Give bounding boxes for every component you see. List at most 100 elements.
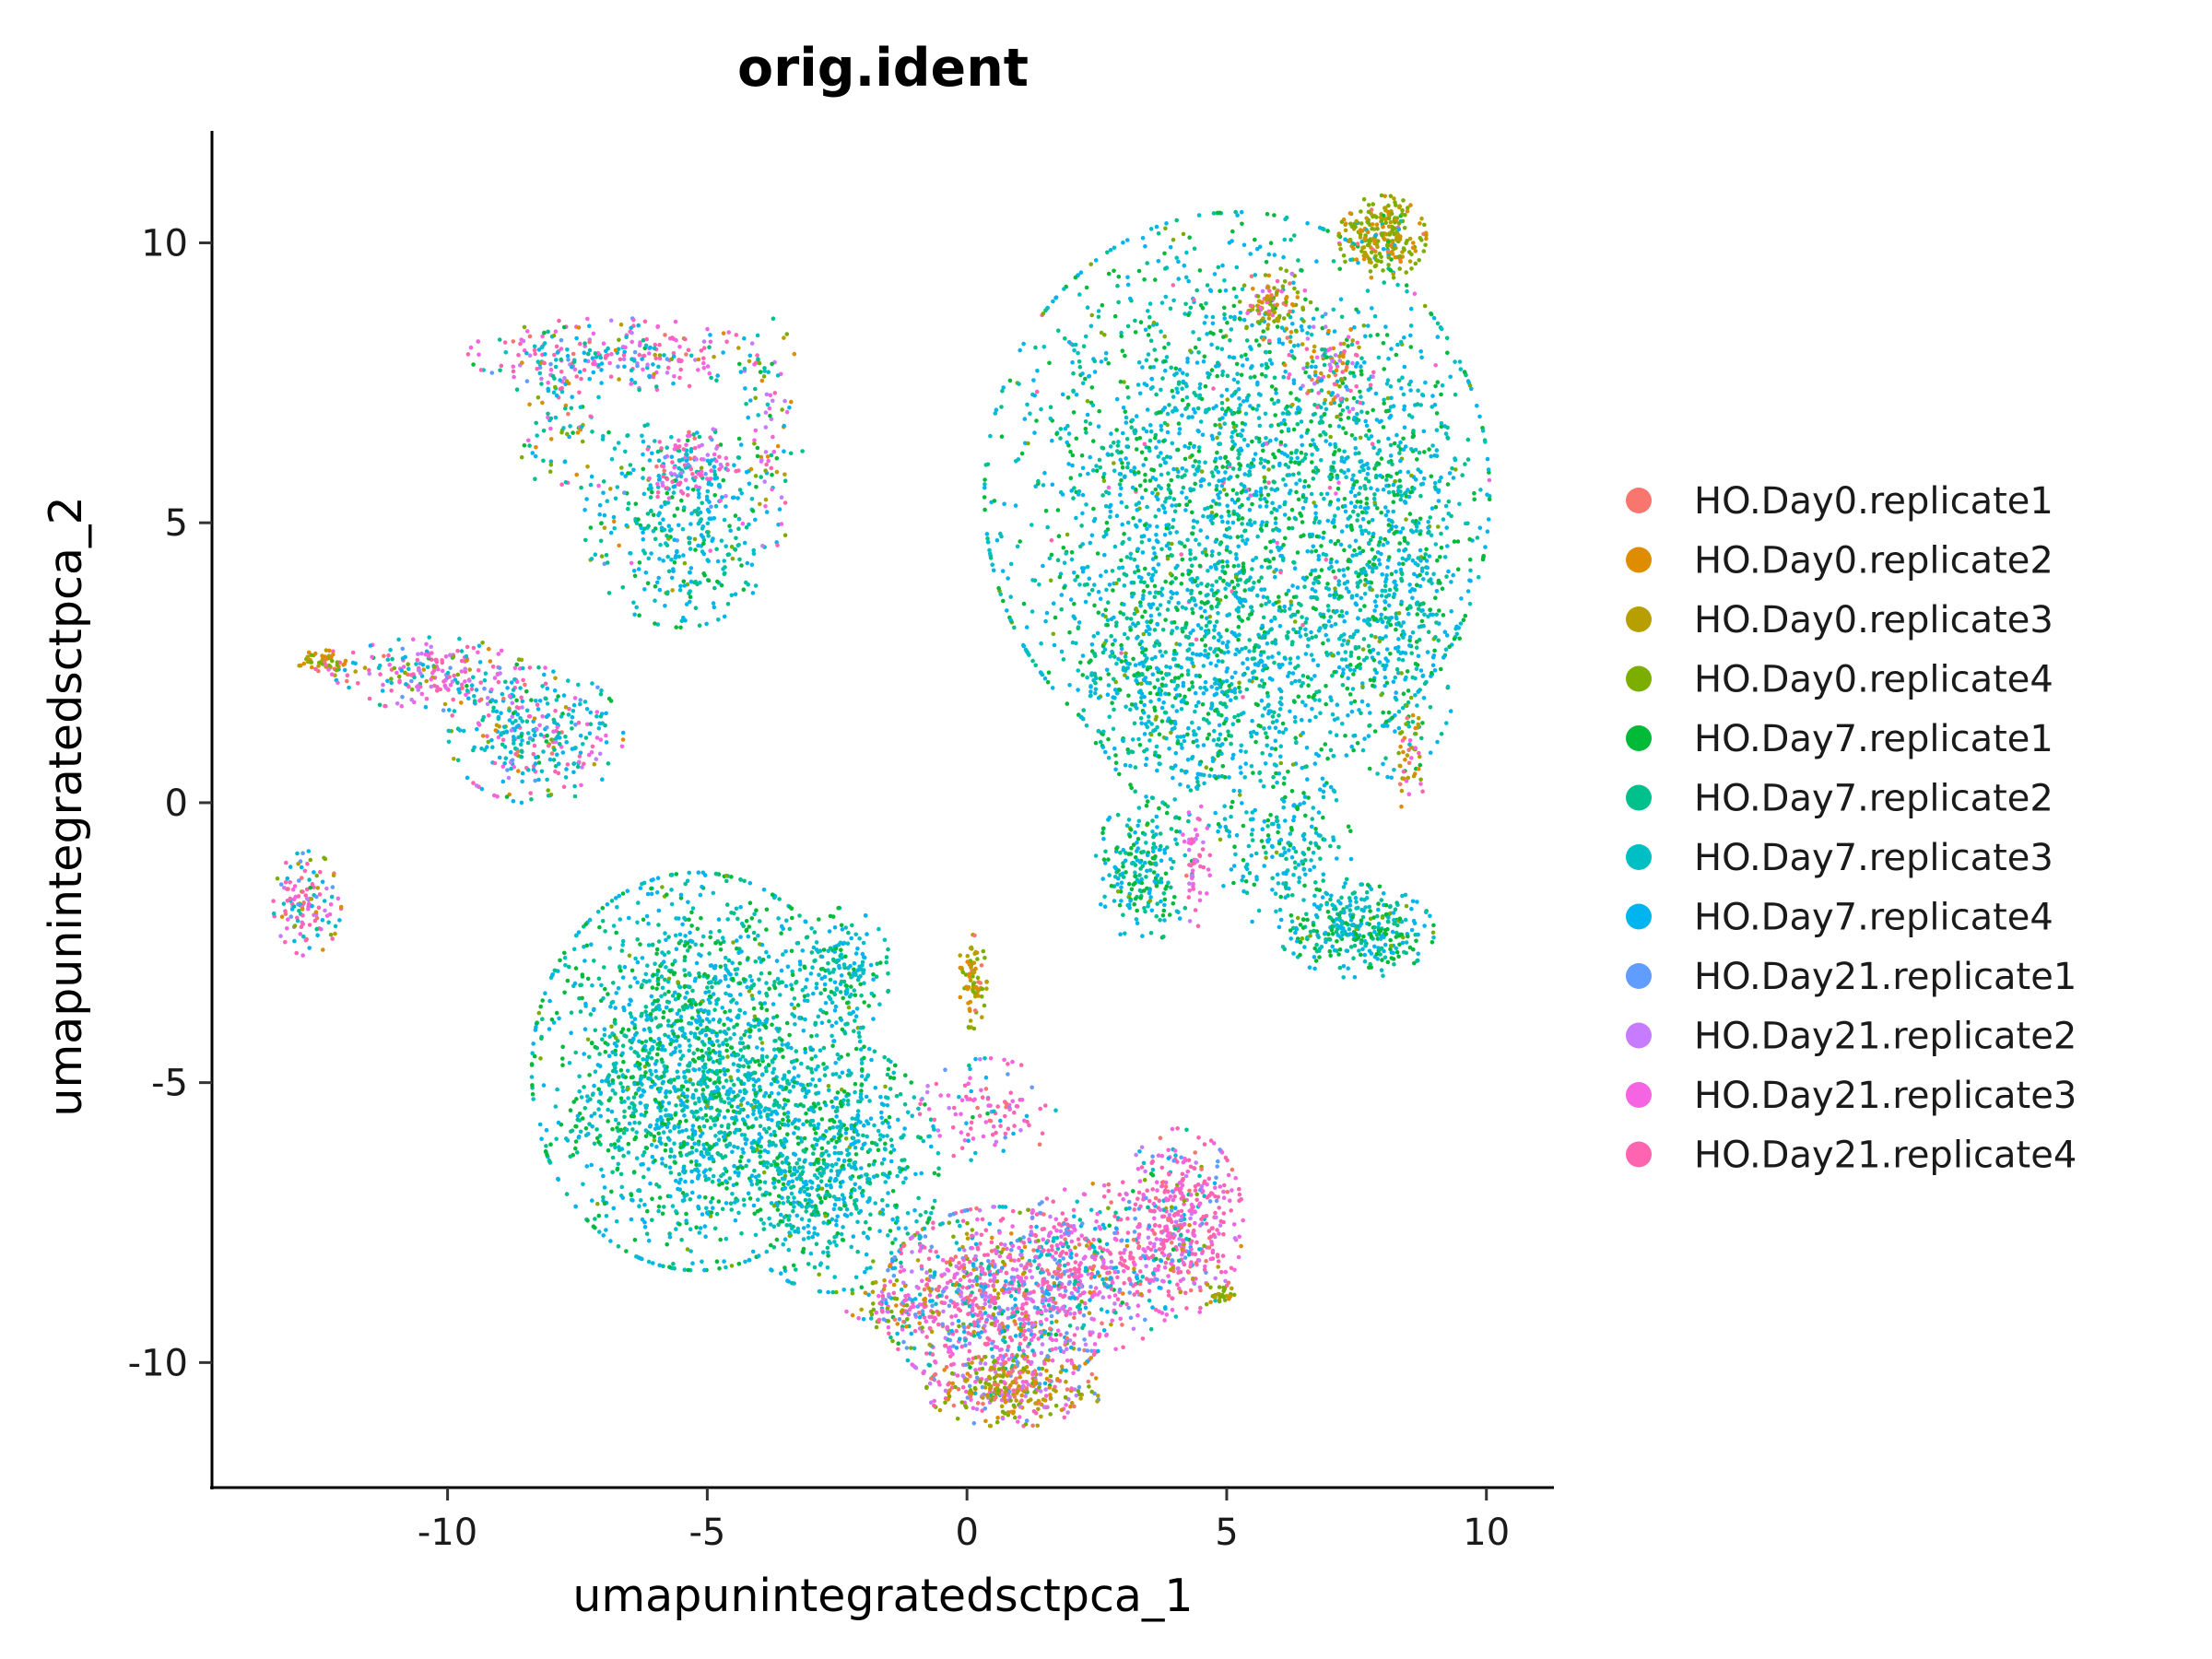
data-point [1226,406,1230,411]
data-point [1171,901,1176,906]
data-point [1237,680,1241,686]
data-point [1306,846,1312,852]
data-point [1297,398,1301,403]
data-point [1344,921,1348,925]
data-point [1286,588,1291,594]
data-point [1125,461,1131,466]
data-point [1180,466,1185,471]
data-point [1094,468,1100,473]
data-point [1185,356,1190,361]
data-point [1452,636,1457,641]
data-point [1377,639,1382,644]
data-point [1373,604,1379,608]
data-point [1150,795,1156,801]
data-point [1133,430,1137,436]
data-point [1160,912,1166,918]
data-point [1283,217,1288,222]
data-point [1311,657,1316,663]
data-point [1375,488,1380,492]
data-point [1269,293,1274,298]
data-point [1380,958,1384,962]
data-point [1153,590,1159,594]
data-point [1381,891,1386,896]
data-point [1304,746,1310,750]
data-point [1359,711,1363,716]
data-point [1354,218,1359,224]
data-point [1170,503,1174,508]
data-point [1304,617,1310,621]
data-point [1259,371,1265,377]
data-point [1194,537,1198,543]
data-point [1147,719,1151,724]
data-point [1448,709,1453,713]
data-point [1158,463,1163,468]
data-point [1239,743,1244,748]
data-point [1144,382,1149,388]
data-point [1235,535,1241,539]
data-point [1359,952,1363,958]
data-point [999,405,1004,409]
data-point [1382,397,1386,403]
data-point [1168,531,1172,535]
data-point [1348,221,1353,227]
data-point [1313,606,1318,612]
data-point [1379,934,1384,939]
data-point [1381,542,1386,547]
data-point [1383,932,1389,936]
data-point [1250,919,1254,924]
data-point [1438,666,1443,672]
data-point [1179,552,1183,557]
data-point [1377,947,1382,952]
data-point [1414,938,1418,944]
data-point [1124,415,1129,420]
data-point [1196,213,1202,218]
data-point [1163,683,1169,688]
data-point [1373,634,1378,640]
data-point [1349,594,1355,599]
data-point [1399,730,1405,735]
data-point [1110,453,1114,457]
data-point [1354,924,1359,929]
data-point [1324,585,1329,591]
data-point [1168,665,1172,670]
data-point [1146,624,1150,629]
data-point [1189,588,1194,594]
data-point [1084,430,1088,435]
data-point [1421,556,1427,560]
data-point [1095,630,1100,636]
data-point [1212,677,1218,681]
data-point [1386,224,1392,229]
data-point [1307,718,1312,724]
data-point [1244,398,1250,403]
data-point [1155,873,1160,878]
data-point [1094,464,1099,468]
data-point [1229,741,1233,747]
data-point [1371,370,1376,375]
data-point [1177,430,1182,436]
data-point [599,381,604,385]
data-point [1071,410,1077,415]
data-point [1398,440,1403,445]
data-point [1030,578,1035,582]
data-point [1240,647,1244,652]
data-point [1472,497,1477,502]
data-point [1430,670,1434,676]
data-point [1171,298,1176,303]
data-point [1261,650,1266,654]
data-point [1258,461,1264,465]
data-point [1382,367,1386,371]
data-point [1321,374,1326,380]
data-point [1174,591,1180,595]
data-point [1147,690,1153,696]
data-point [1127,834,1133,839]
data-point [1077,365,1083,370]
data-point [1398,339,1404,345]
data-point [1147,365,1153,370]
data-point [1370,587,1374,593]
data-point [1386,529,1392,534]
data-point [1372,238,1377,243]
data-point [1171,775,1175,781]
data-point [1303,620,1308,625]
data-point [1231,286,1237,291]
